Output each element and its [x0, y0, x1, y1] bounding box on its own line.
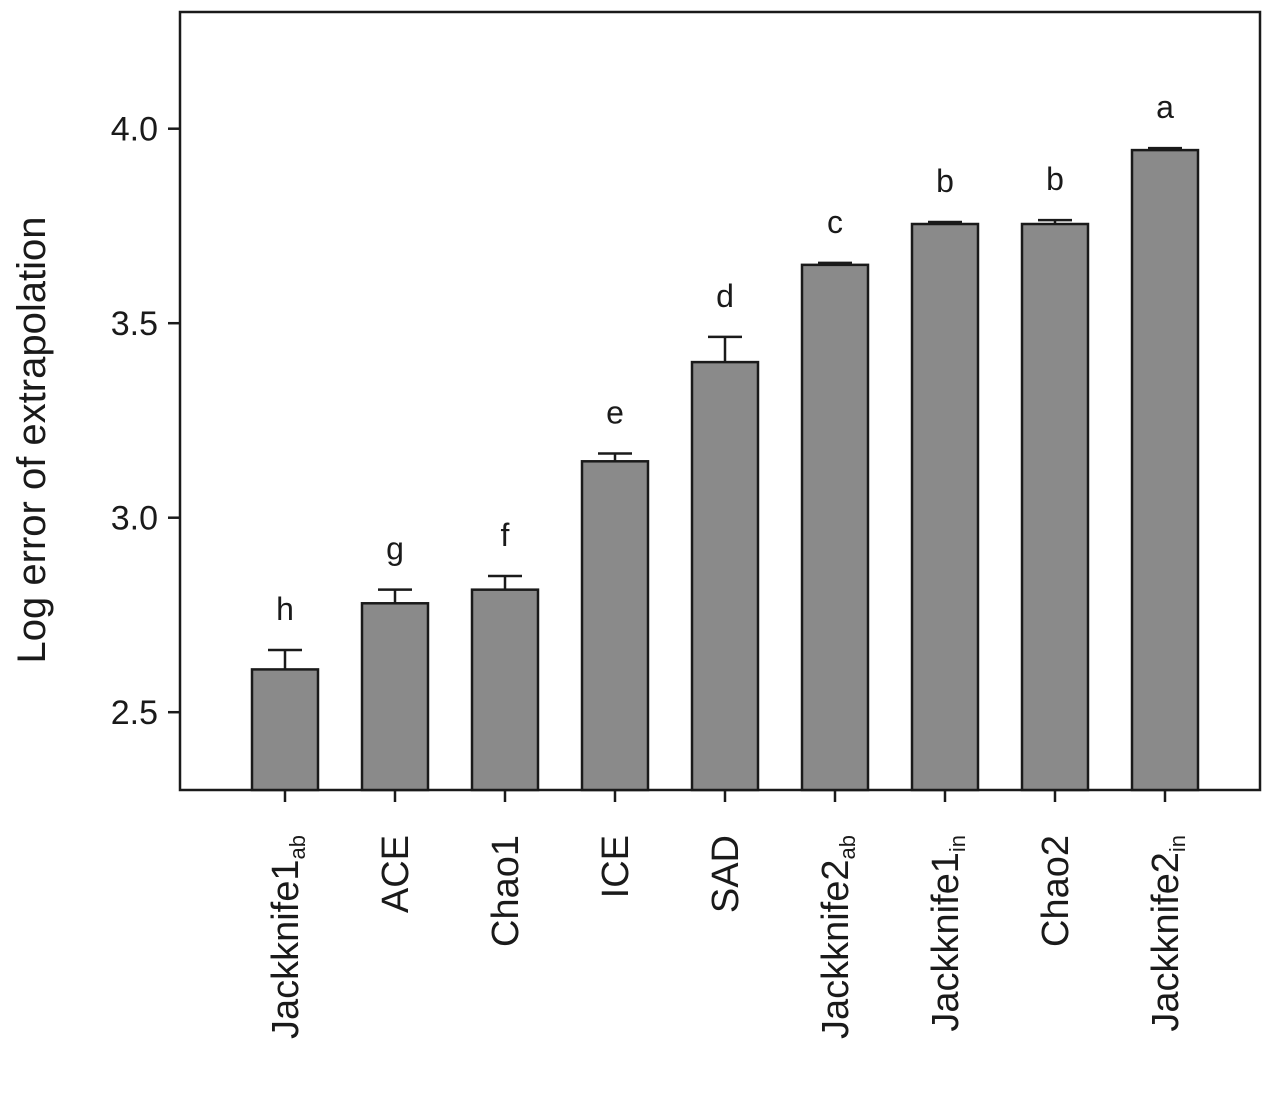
significance-letter: c	[827, 204, 843, 240]
significance-letter: g	[386, 531, 404, 567]
bar	[250, 668, 320, 792]
x-axis: Jackknife1ab ACE Chao1 ICE SAD Jackknife2ab Ja…	[265, 790, 1190, 1039]
bar	[470, 588, 540, 792]
significance-letter: h	[276, 591, 294, 627]
y-axis: 2.5 3.0 3.5 4.0	[111, 111, 180, 732]
bar	[360, 602, 430, 792]
significance-letter: b	[1046, 161, 1064, 197]
x-tick-label: Jackknife2ab	[815, 835, 860, 1039]
x-tick-label: Jackknife1in	[925, 835, 970, 1032]
y-tick-label: 4.0	[111, 111, 158, 149]
x-tick-label: Chao1	[485, 835, 527, 947]
bar	[580, 460, 650, 792]
bar	[800, 263, 870, 792]
x-tick-label: Chao2	[1035, 835, 1077, 947]
bar	[910, 222, 980, 792]
y-tick-label: 2.5	[111, 694, 158, 732]
y-axis-label: Log error of extrapolation	[10, 217, 54, 664]
y-tick-label: 3.0	[111, 500, 158, 538]
bars: h g f e d c b b a	[250, 89, 1200, 792]
x-tick-label: Jackknife2in	[1145, 835, 1190, 1032]
x-tick-label: ACE	[375, 835, 417, 913]
bar	[690, 360, 760, 792]
x-tick-label: SAD	[705, 835, 747, 913]
x-tick-label: ICE	[595, 835, 637, 898]
x-tick-label: Jackknife1ab	[265, 835, 310, 1039]
bar	[1020, 222, 1090, 792]
significance-letter: d	[716, 278, 734, 314]
significance-letter: b	[936, 163, 954, 199]
significance-letter: f	[501, 517, 510, 553]
significance-letter: a	[1156, 89, 1174, 125]
y-tick-label: 3.5	[111, 305, 158, 343]
bar	[1130, 148, 1200, 792]
significance-letter: e	[606, 395, 624, 431]
